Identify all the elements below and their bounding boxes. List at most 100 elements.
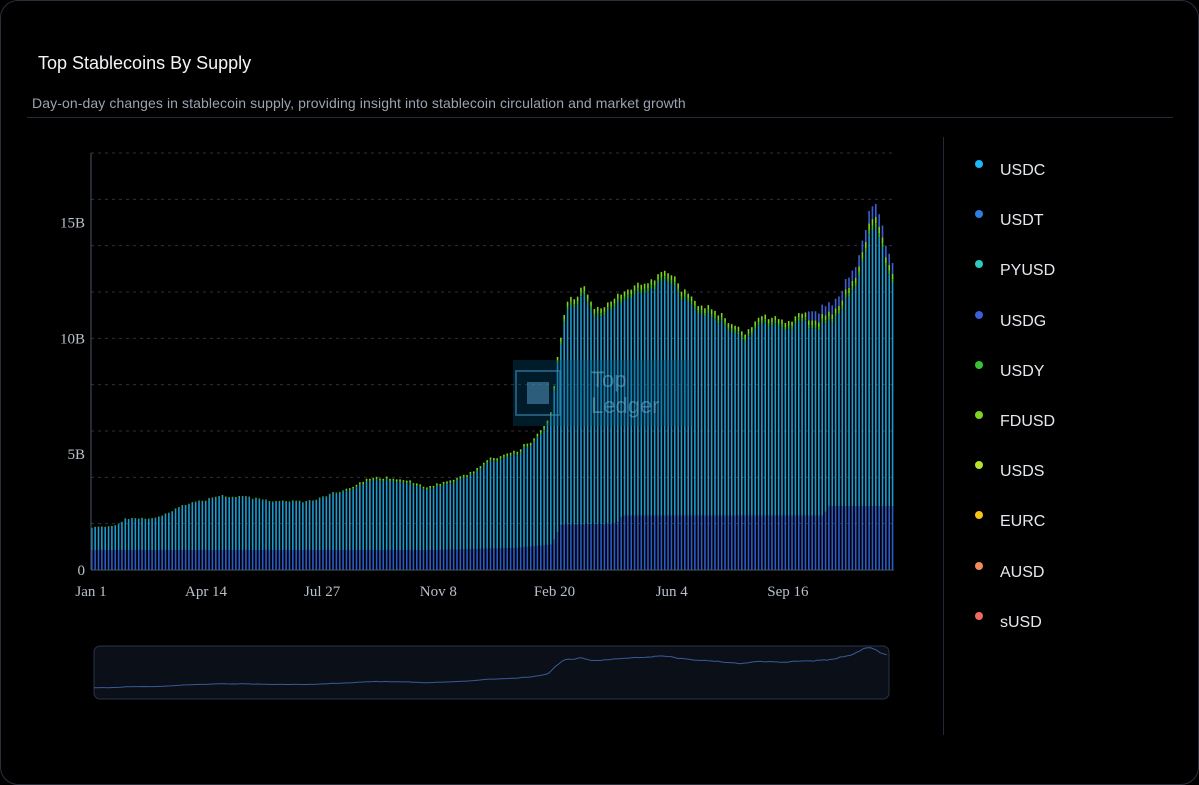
bar-usdt[interactable] — [697, 515, 700, 570]
bar-usdt[interactable] — [529, 546, 532, 570]
bar-usdg[interactable] — [824, 306, 827, 316]
bar-usdy[interactable] — [563, 319, 566, 323]
bar-usdc[interactable] — [114, 525, 117, 551]
bar-fdusd[interactable] — [838, 305, 840, 311]
bar-usdt[interactable] — [359, 550, 361, 570]
bar-usdg[interactable] — [881, 225, 884, 238]
bar-usdt[interactable] — [104, 550, 107, 570]
bar-fdusd[interactable] — [787, 321, 790, 326]
bar-fdusd[interactable] — [868, 223, 870, 230]
bar-usdc[interactable] — [399, 482, 401, 551]
bar-usdt[interactable] — [228, 550, 230, 570]
bar-usdt[interactable] — [446, 549, 448, 570]
bar-usdc[interactable] — [560, 344, 562, 525]
bar-usdt[interactable] — [566, 524, 569, 570]
bar-usdc[interactable] — [754, 328, 756, 516]
bar-usdc[interactable] — [680, 300, 683, 516]
bar-usdt[interactable] — [278, 550, 281, 570]
bar-usdy[interactable] — [811, 324, 813, 329]
bar-usdy[interactable] — [449, 481, 452, 484]
bar-usdg[interactable] — [811, 311, 813, 321]
bar-usdt[interactable] — [369, 550, 371, 570]
bar-fdusd[interactable] — [791, 321, 793, 327]
bar-usdt[interactable] — [191, 550, 194, 570]
bar-usdc[interactable] — [875, 227, 877, 507]
bar-usdc[interactable] — [523, 447, 525, 548]
bar-usdc[interactable] — [271, 502, 274, 551]
bar-usdg[interactable] — [875, 203, 877, 217]
bar-fdusd[interactable] — [466, 475, 468, 477]
bar-fdusd[interactable] — [757, 317, 760, 323]
bar-usdc[interactable] — [181, 505, 184, 551]
bar-usdy[interactable] — [566, 306, 569, 310]
bar-usdc[interactable] — [864, 252, 867, 507]
bar-usdt[interactable] — [218, 550, 220, 570]
bar-usdy[interactable] — [429, 487, 431, 489]
bar-usdt[interactable] — [268, 550, 271, 570]
bar-usdc[interactable] — [724, 325, 726, 516]
bar-usdy[interactable] — [432, 487, 435, 489]
bar-usdc[interactable] — [868, 234, 870, 507]
bar-usdt[interactable] — [777, 515, 780, 570]
bar-fdusd[interactable] — [566, 301, 569, 307]
bar-usdc[interactable] — [730, 331, 733, 516]
bar-usdt[interactable] — [449, 549, 452, 570]
bar-usdt[interactable] — [828, 506, 830, 570]
bar-usdc[interactable] — [586, 302, 589, 525]
bar-usdc[interactable] — [164, 514, 167, 551]
bar-usdy[interactable] — [596, 311, 599, 315]
bar-fdusd[interactable] — [891, 273, 894, 280]
bar-usdt[interactable] — [489, 548, 492, 570]
bar-usdy[interactable] — [503, 456, 505, 459]
bar-fdusd[interactable] — [764, 314, 767, 320]
bar-usdt[interactable] — [660, 515, 663, 570]
bar-usdy[interactable] — [533, 440, 535, 443]
bar-usdc[interactable] — [265, 500, 267, 551]
bar-usdc[interactable] — [292, 501, 294, 551]
bar-usdc[interactable] — [563, 322, 566, 525]
bar-usdt[interactable] — [868, 506, 870, 570]
bar-usdc[interactable] — [841, 308, 844, 507]
bar-fdusd[interactable] — [751, 327, 753, 332]
bar-usdc[interactable] — [365, 481, 368, 551]
bar-usdc[interactable] — [278, 501, 281, 551]
bar-usdt[interactable] — [570, 524, 572, 570]
bar-usdy[interactable] — [670, 280, 673, 285]
bar-usdy[interactable] — [348, 489, 351, 491]
bar-usdt[interactable] — [610, 523, 612, 570]
bar-usdc[interactable] — [526, 447, 529, 547]
bar-usdt[interactable] — [740, 515, 743, 570]
bar-usdt[interactable] — [808, 515, 810, 570]
bar-usdy[interactable] — [483, 464, 485, 466]
bar-fdusd[interactable] — [556, 356, 559, 361]
bar-usdc[interactable] — [472, 474, 475, 550]
bar-usdg[interactable] — [814, 311, 817, 321]
bar-fdusd[interactable] — [781, 319, 783, 325]
bar-fdusd[interactable] — [586, 294, 589, 300]
bar-fdusd[interactable] — [640, 284, 643, 290]
bar-usdc[interactable] — [808, 328, 810, 516]
bar-usdy[interactable] — [536, 436, 539, 438]
bar-usdg[interactable] — [831, 305, 834, 315]
bar-usdc[interactable] — [218, 496, 220, 551]
bar-usdt[interactable] — [586, 524, 589, 570]
bar-fdusd[interactable] — [841, 300, 844, 306]
bar-usdy[interactable] — [657, 279, 659, 284]
bar-usdt[interactable] — [362, 550, 364, 570]
bar-fdusd[interactable] — [864, 241, 867, 249]
bar-usdt[interactable] — [405, 550, 408, 570]
bar-usdt[interactable] — [714, 515, 716, 570]
bar-usdc[interactable] — [369, 481, 371, 551]
bar-usdy[interactable] — [546, 423, 549, 426]
legend-item-usdy[interactable]: USDY — [971, 352, 1044, 382]
bar-usdy[interactable] — [556, 360, 559, 364]
bar-usdt[interactable] — [121, 550, 123, 570]
bar-usdy[interactable] — [617, 298, 619, 303]
bar-usdy[interactable] — [345, 490, 348, 492]
bar-usdt[interactable] — [429, 550, 431, 570]
bar-fdusd[interactable] — [881, 237, 884, 244]
bar-usdy[interactable] — [379, 480, 381, 482]
bar-usdt[interactable] — [271, 550, 274, 570]
bar-usdy[interactable] — [697, 310, 700, 314]
bar-usdc[interactable] — [107, 526, 110, 551]
